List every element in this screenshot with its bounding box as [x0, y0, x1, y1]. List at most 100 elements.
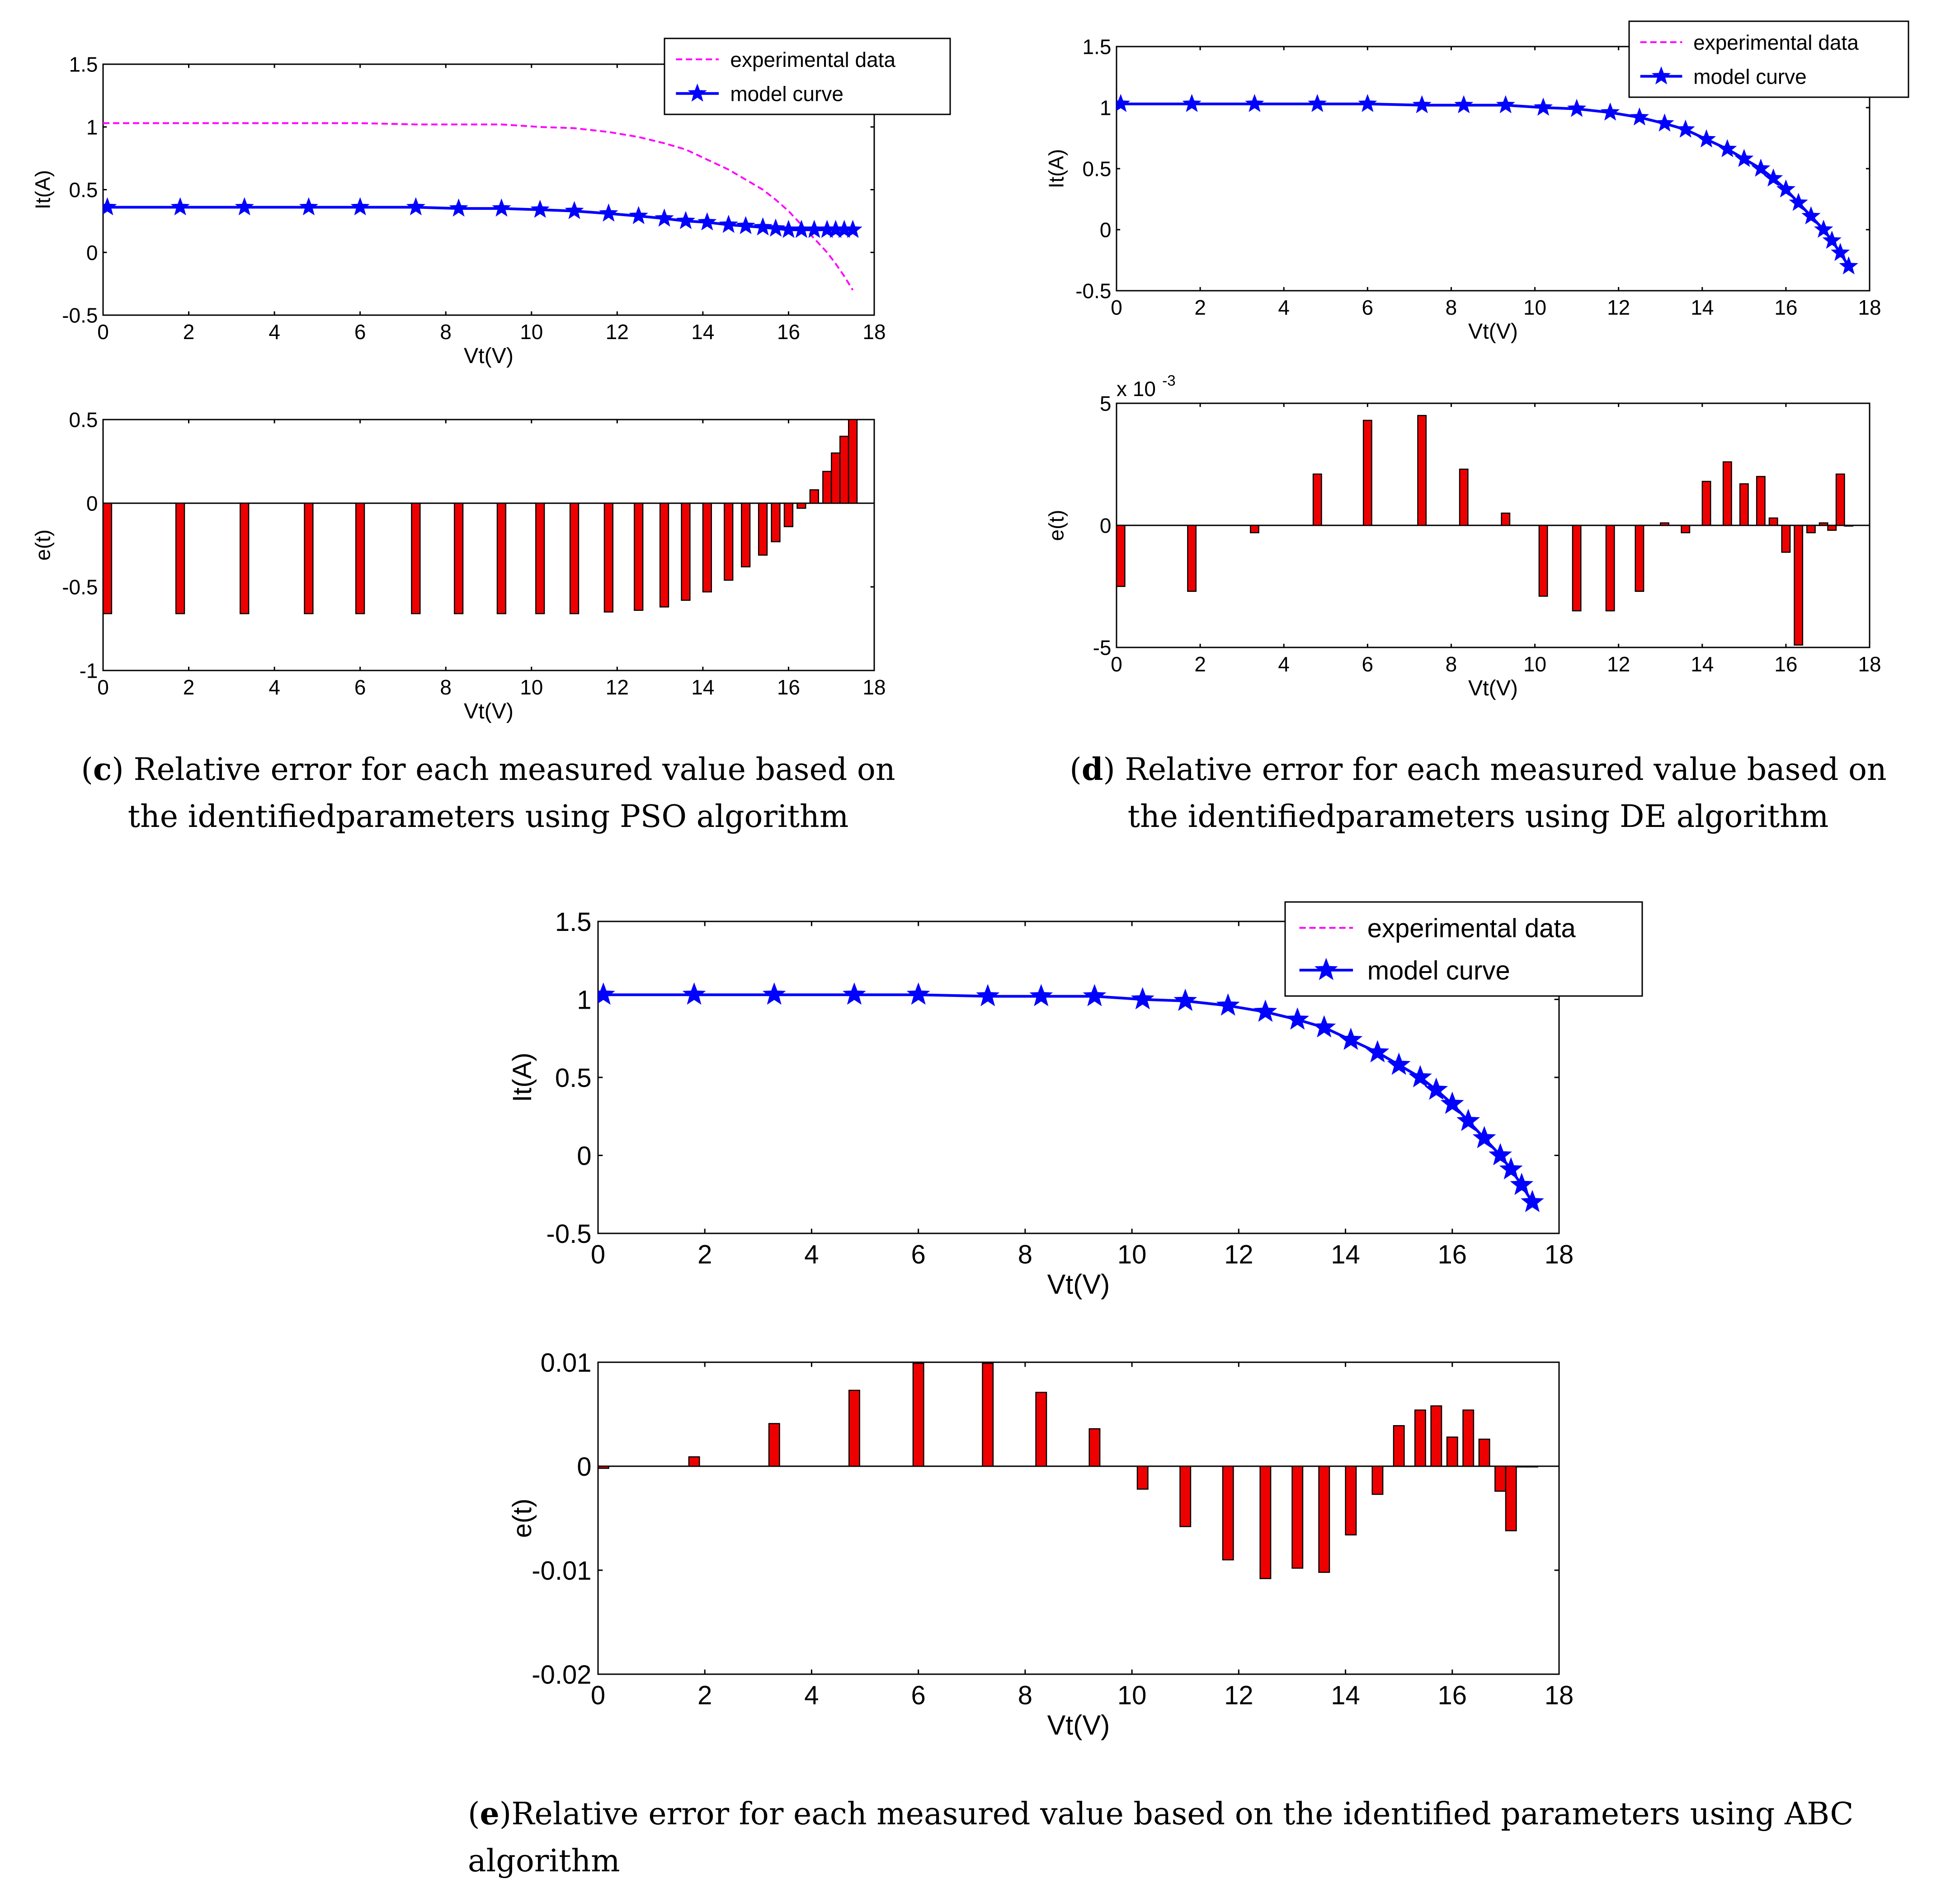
error-bar	[1250, 524, 1259, 534]
series-model-marker	[906, 982, 930, 1005]
error-bar	[688, 1456, 700, 1467]
series-model-marker	[682, 982, 706, 1005]
x-tick-label: 18	[862, 675, 886, 699]
series-model-marker	[492, 198, 511, 217]
y-tick-label: 0.01	[541, 1348, 592, 1378]
error-bar	[603, 502, 614, 613]
series-model-marker	[1630, 107, 1649, 126]
series-model-marker	[1456, 1109, 1480, 1131]
y-tick-label: 0.5	[69, 178, 98, 202]
chart-d-iv: 0 2 4 6 8 10 12 14 16 18-0.500.511.5Vt(V)It(A)exp…	[1045, 20, 1909, 344]
plot-area	[1117, 415, 1870, 646]
series-model-marker	[1216, 993, 1240, 1016]
series-model-marker	[1454, 95, 1474, 113]
error-bar	[1414, 1409, 1426, 1467]
x-tick-label: 4	[804, 1240, 819, 1270]
series-model-marker	[1718, 139, 1737, 157]
error-bar	[1516, 1465, 1528, 1468]
series-model-marker	[766, 218, 786, 237]
series-model-marker	[976, 984, 1000, 1006]
error-bar	[175, 502, 185, 614]
series-model-marker	[1801, 206, 1821, 225]
x-tick-label: 14	[691, 320, 714, 344]
plot-area	[598, 982, 1544, 1213]
x-tick-label: 6	[1362, 296, 1374, 319]
x-tick-label: 10	[520, 675, 543, 699]
error-bar	[1844, 524, 1854, 527]
series-model-marker	[1029, 984, 1053, 1006]
error-bar	[411, 502, 421, 614]
x-tick-label: 4	[804, 1681, 819, 1710]
error-bar	[848, 419, 858, 504]
chart-e-iv: 0 2 4 6 8 10 12 14 16 18-0.500.511.5Vt(V)It(A)exp…	[508, 901, 1643, 1299]
error-bar	[982, 1363, 994, 1467]
error-bar	[1635, 524, 1644, 592]
x-tick-label: 18	[1545, 1240, 1574, 1270]
error-bar	[1494, 1465, 1507, 1492]
x-tick-label: 16	[777, 675, 800, 699]
x-tick-label: 10	[1117, 1240, 1147, 1270]
series-model-marker	[350, 197, 370, 216]
error-bar	[1136, 1465, 1149, 1490]
x-tick-label: 4	[269, 320, 280, 344]
caption-e-label: e	[480, 1796, 499, 1832]
error-bar	[535, 502, 545, 614]
plot-area	[1117, 94, 1858, 274]
caption-c-label: c	[93, 751, 112, 788]
series-model-marker	[676, 211, 696, 229]
series-model-marker	[299, 197, 318, 216]
y-tick-label: 1.5	[69, 53, 98, 76]
series-model-marker	[1655, 113, 1674, 132]
series-model-marker	[655, 208, 674, 227]
caption-d-text: ) Relative error for each measured value…	[1103, 752, 1887, 835]
error-bar	[1527, 1465, 1538, 1468]
y-tick-label: -0.5	[547, 1219, 592, 1249]
error-bar	[1259, 1465, 1272, 1579]
series-model-marker	[1387, 1053, 1411, 1075]
x-tick-label: 8	[1446, 652, 1457, 676]
y-tick-label: -0.5	[62, 576, 98, 599]
x-tick-label: 8	[1446, 296, 1457, 319]
caption-d-label: d	[1081, 751, 1103, 788]
y-tick-label: 0.5	[1083, 157, 1112, 181]
series-model-marker	[762, 982, 786, 1005]
axes-box	[597, 1361, 1560, 1675]
series-model-marker	[1131, 987, 1154, 1010]
error-bar	[1722, 461, 1732, 526]
caption-e: (e)Relative error for each measured valu…	[468, 1790, 1955, 1885]
series-model-marker	[1339, 1027, 1363, 1050]
legend-box	[664, 38, 951, 115]
series-model-marker	[1697, 129, 1716, 148]
error-bar	[454, 502, 464, 614]
series-model-marker	[598, 982, 615, 1005]
y-tick-label: 5	[1100, 392, 1112, 415]
y-tick-label: 1	[86, 115, 98, 139]
x-tick-label: 18	[1545, 1681, 1574, 1710]
error-bar	[912, 1363, 924, 1467]
series-model-marker	[1601, 102, 1620, 121]
y-tick-label: 0	[86, 241, 98, 264]
series-model-marker	[1814, 219, 1833, 238]
x-tick-label: 12	[1607, 296, 1630, 319]
error-bar	[741, 502, 751, 567]
error-bar	[1459, 468, 1469, 526]
caption-d: (d) Relative error for each measured val…	[1049, 746, 1908, 840]
error-bar	[681, 502, 691, 601]
error-bar	[771, 502, 781, 543]
plot-area	[103, 419, 874, 614]
series-model-marker	[1083, 984, 1107, 1006]
error-bar	[1827, 524, 1837, 531]
y-tick-label: 0	[86, 492, 98, 515]
error-bar	[659, 502, 669, 608]
error-bar	[1318, 1465, 1330, 1573]
error-bar	[1701, 481, 1711, 526]
chart-c-err: 0 2 4 6 8 10 12 14 16 18 -1 -0.5 0 0.5 Vt(V) e(t)	[31, 408, 886, 723]
error-bar	[822, 471, 832, 504]
series-model-marker	[1510, 1172, 1534, 1195]
series-model-marker	[1358, 94, 1377, 112]
error-bar	[831, 452, 841, 504]
x-axis-label: Vt(V)	[1047, 1269, 1110, 1299]
series-model-marker	[103, 197, 117, 216]
y-axis-label: It(A)	[31, 170, 55, 209]
